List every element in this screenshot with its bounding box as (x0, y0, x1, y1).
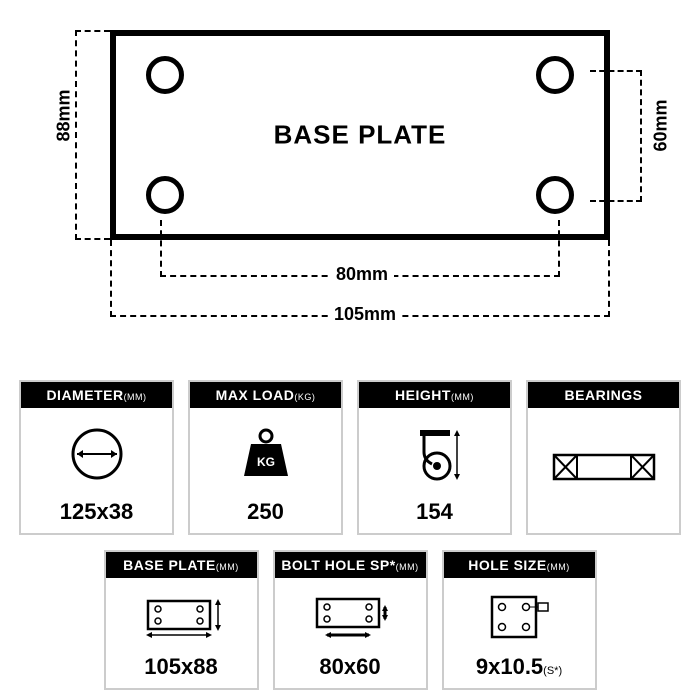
card-diameter: DIAMETER(MM) 125x38 (19, 380, 174, 535)
card-title: BOLT HOLE SP* (281, 557, 395, 573)
card-height: HEIGHT(MM) 154 (357, 380, 512, 535)
card-header: MAX LOAD(KG) (190, 382, 341, 408)
card-title: HOLE SIZE (468, 557, 546, 573)
card-unit: (MM) (451, 392, 474, 402)
card-unit: (MM) (124, 392, 147, 402)
card-unit: (MM) (547, 562, 570, 572)
card-value: 154 (416, 499, 453, 533)
dim-label-88: 88mm (54, 89, 75, 141)
card-base-plate: BASE PLATE(MM) 105x88 (104, 550, 259, 690)
dim-label-80: 80mm (330, 264, 394, 285)
dim-tick (590, 70, 642, 72)
card-title: BEARINGS (565, 387, 643, 403)
hole-top-right (536, 56, 574, 94)
card-header: HOLE SIZE(MM) (444, 552, 595, 578)
holesize-icon (484, 578, 554, 654)
hole-bottom-left (146, 176, 184, 214)
card-title: BASE PLATE (123, 557, 216, 573)
dim-tick (160, 220, 162, 277)
dim-tick (110, 240, 112, 317)
hole-top-left (146, 56, 184, 94)
card-header: DIAMETER(MM) (21, 382, 172, 408)
card-value: 9x10.5(S*) (476, 654, 562, 688)
card-bolt-hole: BOLT HOLE SP*(MM) 80x60 (273, 550, 428, 690)
dim-tick (590, 200, 642, 202)
card-value: 105x88 (144, 654, 217, 688)
bolthole-icon (305, 578, 395, 654)
card-header: BOLT HOLE SP*(MM) (275, 552, 426, 578)
card-value: 125x38 (60, 499, 133, 533)
card-header: BEARINGS (528, 382, 679, 408)
weight-icon: KG (236, 408, 296, 499)
dim-line-left (75, 30, 77, 240)
card-hole-size: HOLE SIZE(MM) 9x10.5(S*) (442, 550, 597, 690)
card-bearings: BEARINGS (526, 380, 681, 535)
card-unit: (MM) (396, 562, 419, 572)
dim-line-right (640, 70, 642, 202)
card-max-load: MAX LOAD(KG) KG 250 (188, 380, 343, 535)
plate-rect: BASE PLATE (110, 30, 610, 240)
card-value: 250 (247, 499, 284, 533)
dim-label-105: 105mm (328, 304, 402, 325)
card-title: MAX LOAD (216, 387, 295, 403)
circle-arrow-icon (67, 408, 127, 499)
caster-icon (402, 408, 467, 499)
spec-row-2: BASE PLATE(MM) 105x88 BOLT HOLE SP*(MM) … (0, 550, 700, 690)
base-plate-diagram: BASE PLATE 88mm 60mm 80mm 105mm (30, 20, 670, 350)
dim-tick (75, 30, 110, 32)
baseplate-icon (136, 578, 226, 654)
dim-tick (558, 220, 560, 277)
card-suffix: (S*) (543, 665, 562, 677)
dim-label-60: 60mm (651, 99, 672, 151)
card-header: HEIGHT(MM) (359, 382, 510, 408)
card-value: 80x60 (319, 654, 380, 688)
card-title: DIAMETER (46, 387, 123, 403)
card-header: BASE PLATE(MM) (106, 552, 257, 578)
card-val-text: 9x10.5 (476, 654, 543, 679)
card-title: HEIGHT (395, 387, 451, 403)
card-unit: (KG) (294, 392, 315, 402)
svg-text:KG: KG (257, 455, 275, 469)
dim-tick (75, 238, 110, 240)
bearing-icon (549, 408, 659, 525)
card-unit: (MM) (216, 562, 239, 572)
dim-tick (608, 240, 610, 317)
plate-title: BASE PLATE (274, 120, 447, 151)
hole-bottom-right (536, 176, 574, 214)
spec-row-1: DIAMETER(MM) 125x38 MAX LOAD(KG) KG 250 … (0, 380, 700, 535)
